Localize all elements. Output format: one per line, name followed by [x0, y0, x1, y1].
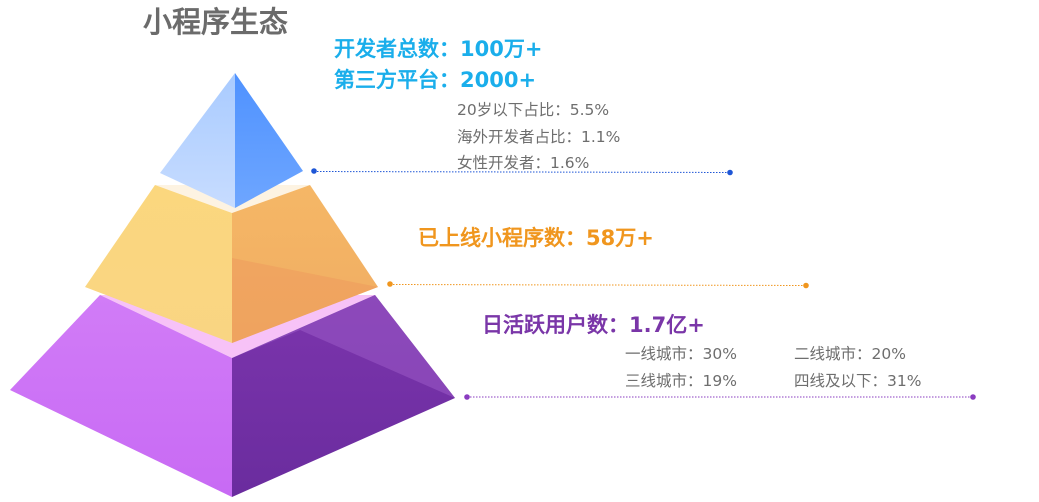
connector-bottom-end-dot [970, 394, 976, 400]
tier-middle-overlap-shade [232, 258, 378, 343]
bottom-tier-stat: 三线城市：19% [625, 372, 737, 390]
connector-middle [387, 281, 809, 289]
page-title: 小程序生态 [143, 5, 289, 39]
tier-bottom-left-face [10, 295, 232, 497]
top-tier-headline-developers: 开发者总数：100万+ [334, 37, 543, 61]
bottom-tier-headline: 日活跃用户数：1.7亿+ [482, 313, 705, 337]
connector-bottom [464, 394, 976, 400]
top-tier-stat: 女性开发者：1.6% [457, 154, 590, 172]
pyramid-tier-top [160, 73, 303, 208]
top-tier-headline-platforms: 第三方平台：2000+ [334, 68, 537, 92]
connector-middle-end-dot [803, 282, 809, 289]
top-tier-stat: 20岁以下占比：5.5% [457, 101, 610, 119]
bottom-tier-stat: 一线城市：30% [625, 345, 737, 363]
top-tier-stat: 海外开发者占比：1.1% [457, 128, 621, 146]
connector-middle-line [389, 284, 807, 286]
bottom-tier-stat: 四线及以下：31% [794, 372, 922, 390]
tier-top-right-face [235, 73, 303, 208]
middle-tier-headline: 已上线小程序数：58万+ [418, 226, 654, 250]
tier-bottom-overlap-shade [232, 295, 455, 398]
connector-top-line [313, 171, 731, 173]
tier-middle-left-face [85, 185, 232, 343]
connector-top-start-dot [311, 168, 317, 174]
connector-top-end-dot [727, 169, 733, 176]
connector-top [311, 168, 733, 176]
tier-top-left-face [160, 73, 235, 208]
bottom-tier-stat: 二线城市：20% [794, 345, 906, 363]
connector-middle-start-dot [387, 281, 393, 287]
